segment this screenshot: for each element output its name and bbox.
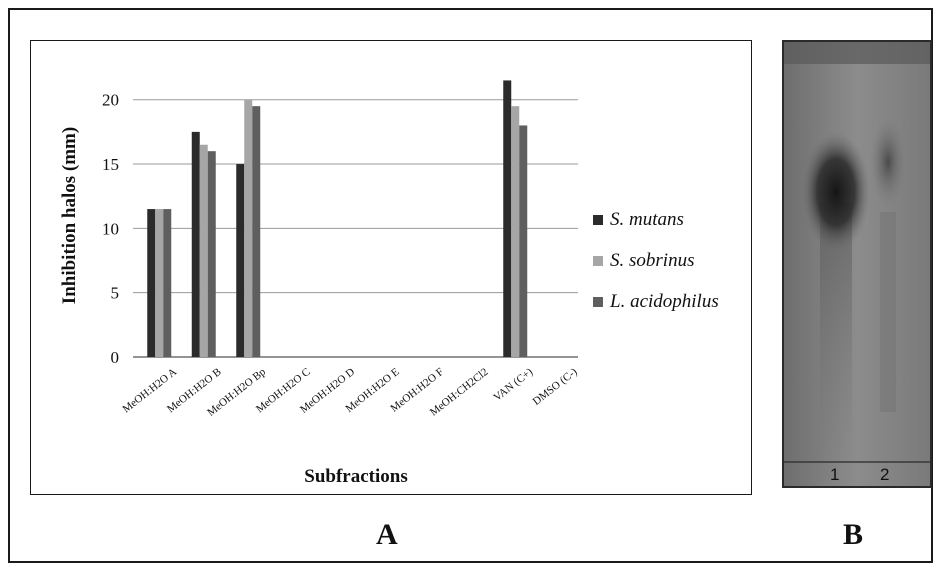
x-tick-label: DMSO (C-) [531,366,580,408]
y-tick-label: 10 [102,219,119,238]
legend-swatch [593,215,603,225]
bar [147,209,156,357]
y-tick-label: 15 [102,155,119,174]
bar [519,125,528,357]
bar [236,164,245,357]
panel-label-b: B [843,518,864,551]
legend-label: S. mutans [610,209,684,230]
bar [244,99,253,358]
bar [252,106,261,357]
bar [207,151,216,357]
legend-swatch [593,297,603,307]
y-tick-label: 0 [111,348,120,367]
tlc-plate-panel: 1 2 [782,40,932,488]
x-tick-label: VAN (C+) [491,366,535,404]
x-axis-title: Subfractions [304,466,407,487]
bar [163,209,172,357]
bar-chart-panel: 0 5 10 15 20 MeOH:H2O A MeOH:H2O B MeOH:H2O Bp M… [30,40,752,495]
y-axis-title: Inhibition halos (mm) [59,127,80,304]
tlc-spot-lane-1 [802,132,870,252]
legend-swatch [593,256,603,266]
bar [199,144,208,357]
tlc-lane-label-2: 2 [880,465,889,484]
tlc-spot-lane-2 [870,117,906,207]
tlc-lane-label-1: 1 [830,465,839,484]
legend-label: S. sobrinus [610,250,694,271]
panel-label-a: A [376,518,398,551]
bar [511,106,520,357]
y-tick-label: 20 [102,91,119,110]
legend-label: L. acidophilus [609,291,719,312]
y-tick-label: 5 [111,284,120,303]
bar [191,131,200,357]
bar [155,209,164,357]
tlc-plate-image: 1 2 [784,42,930,486]
bar [503,80,512,357]
